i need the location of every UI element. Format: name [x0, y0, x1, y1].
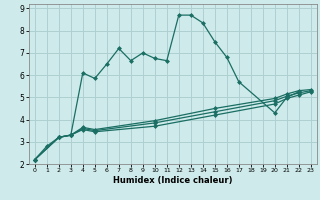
X-axis label: Humidex (Indice chaleur): Humidex (Indice chaleur): [113, 176, 233, 185]
